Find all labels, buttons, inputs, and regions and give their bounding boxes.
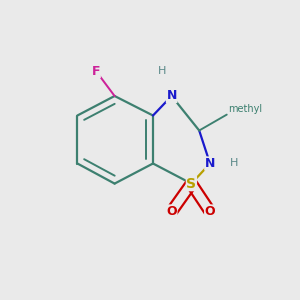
Text: N: N [167,89,177,103]
Text: O: O [166,205,177,218]
Text: methyl: methyl [228,104,262,115]
Text: O: O [205,205,215,218]
Text: F: F [92,64,100,78]
Text: H: H [158,66,166,76]
Text: H: H [230,158,238,169]
Text: S: S [186,177,197,190]
Text: N: N [205,157,215,170]
